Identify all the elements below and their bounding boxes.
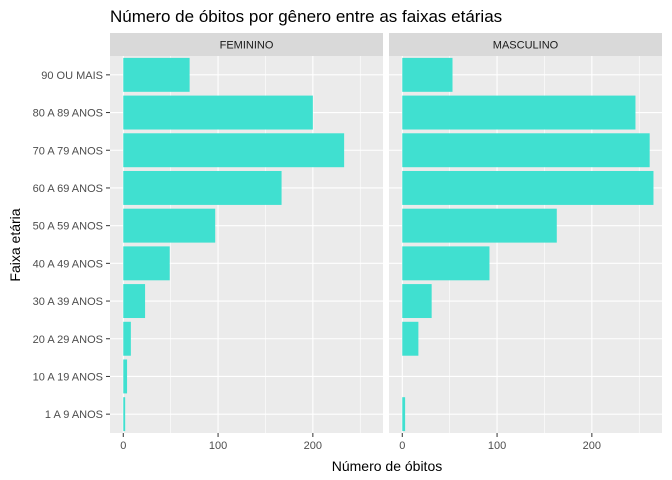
y-axis: 90 OU MAIS 80 A 89 ANOS 70 A 79 ANOS 60 A 6… bbox=[33, 70, 110, 421]
bar-feminino-8 bbox=[123, 359, 128, 394]
bar-masculino-5 bbox=[402, 246, 490, 281]
facet-panel-feminino: FEMININO 0 100 200 bbox=[110, 33, 383, 452]
x-tick-label: 100 bbox=[488, 440, 506, 452]
chart-title: Número de óbitos por gênero entre as fai… bbox=[110, 7, 502, 26]
bar-feminino-2 bbox=[123, 133, 345, 168]
facet-strip bbox=[389, 33, 662, 56]
bar-feminino-4 bbox=[123, 208, 216, 243]
bar-masculino-7 bbox=[402, 321, 419, 356]
bar-feminino-1 bbox=[123, 95, 313, 130]
y-tick-label: 80 A 89 ANOS bbox=[33, 108, 103, 120]
bar-feminino-6 bbox=[123, 284, 146, 319]
facet-strip-label: MASCULINO bbox=[493, 40, 559, 52]
facet-strip bbox=[110, 33, 383, 56]
bar-masculino-6 bbox=[402, 284, 432, 319]
y-tick-label: 30 A 39 ANOS bbox=[33, 296, 103, 308]
y-tick-label: 1 A 9 ANOS bbox=[45, 409, 103, 421]
bar-masculino-3 bbox=[402, 170, 654, 205]
bar-feminino-7 bbox=[123, 321, 131, 356]
bar-masculino-0 bbox=[402, 57, 453, 92]
y-axis-title: Faixa etária bbox=[7, 208, 23, 281]
x-tick-label: 0 bbox=[399, 440, 405, 452]
bar-masculino-9 bbox=[402, 397, 406, 432]
bar-masculino-1 bbox=[402, 95, 636, 130]
bar-feminino-5 bbox=[123, 246, 170, 281]
y-tick-label: 60 A 69 ANOS bbox=[33, 183, 103, 195]
y-tick-label: 40 A 49 ANOS bbox=[33, 258, 103, 270]
y-tick-label: 10 A 19 ANOS bbox=[33, 371, 103, 383]
x-tick-label: 200 bbox=[583, 440, 601, 452]
x-tick-label: 0 bbox=[120, 440, 126, 452]
facet-strip-label: FEMININO bbox=[220, 40, 274, 52]
y-tick-label: 90 OU MAIS bbox=[41, 70, 103, 82]
y-tick-label: 20 A 29 ANOS bbox=[33, 334, 103, 346]
bar-feminino-9 bbox=[123, 397, 126, 432]
bar-masculino-2 bbox=[402, 133, 650, 168]
y-tick-label: 50 A 59 ANOS bbox=[33, 221, 103, 233]
x-axis-title: Número de óbitos bbox=[332, 458, 443, 474]
bar-masculino-4 bbox=[402, 208, 557, 243]
x-tick-label: 100 bbox=[209, 440, 227, 452]
bar-feminino-0 bbox=[123, 57, 190, 92]
y-tick-label: 70 A 79 ANOS bbox=[33, 145, 103, 157]
bar-feminino-3 bbox=[123, 170, 282, 205]
x-tick-label: 200 bbox=[304, 440, 322, 452]
facet-panels: FEMININO 0 100 200 MASCULINO 0 100 200 bbox=[110, 33, 662, 452]
facet-panel-masculino: MASCULINO 0 100 200 bbox=[389, 33, 662, 452]
